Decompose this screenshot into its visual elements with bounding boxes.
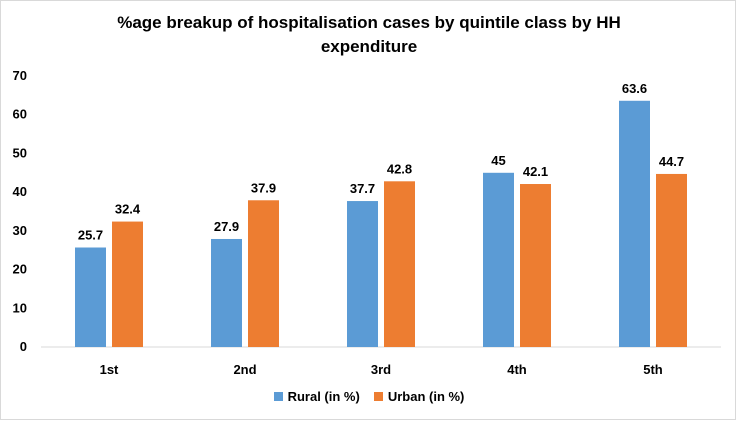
x-tick-label-5th: 5th	[643, 362, 663, 377]
chart-legend: Rural (in %) Urban (in %)	[1, 389, 736, 404]
bar-urban-2nd	[248, 200, 279, 347]
legend-label-urban: Urban (in %)	[387, 389, 465, 404]
legend-item-rural: Rural (in %)	[273, 389, 360, 404]
legend-swatch-rural	[273, 392, 283, 401]
bar-rural-4th	[483, 172, 514, 347]
data-label-urban-1st: 32.4	[115, 202, 141, 217]
chart-title: %age breakup of hospitalisation cases by…	[1, 11, 736, 59]
y-tick-label-10: 10	[13, 300, 27, 315]
y-tick-label-0: 0	[20, 339, 27, 354]
chart-title-line-1: %age breakup of hospitalisation cases by…	[117, 13, 621, 32]
x-tick-label-3rd: 3rd	[371, 362, 391, 377]
y-tick-label-70: 70	[13, 68, 27, 83]
bar-rural-5th	[619, 100, 650, 347]
y-tick-label-50: 50	[13, 145, 27, 160]
y-tick-label-30: 30	[13, 223, 27, 238]
data-label-rural-3rd: 37.7	[350, 181, 375, 196]
data-label-rural-5th: 63.6	[622, 81, 647, 96]
y-tick-label-40: 40	[13, 184, 27, 199]
data-label-urban-4th: 42.1	[523, 164, 548, 179]
x-tick-label-4th: 4th	[507, 362, 527, 377]
bar-rural-3rd	[347, 201, 378, 347]
data-label-urban-3rd: 42.8	[387, 161, 412, 176]
bar-rural-1st	[75, 247, 106, 347]
data-label-rural-1st: 25.7	[78, 228, 103, 243]
y-tick-label-20: 20	[13, 262, 27, 277]
data-label-rural-2nd: 27.9	[214, 219, 239, 234]
legend-swatch-urban	[373, 392, 383, 401]
bar-rural-2nd	[211, 238, 242, 347]
x-tick-label-1st: 1st	[100, 362, 119, 377]
chart-title-line-2: expenditure	[320, 37, 418, 56]
y-tick-label-60: 60	[13, 107, 27, 122]
bar-urban-4th	[520, 184, 551, 347]
x-tick-label-2nd: 2nd	[233, 362, 256, 377]
bar-urban-1st	[112, 221, 143, 347]
data-label-rural-4th: 45	[491, 153, 505, 168]
data-label-urban-5th: 44.7	[659, 154, 684, 169]
legend-label-rural: Rural (in %)	[287, 389, 360, 404]
legend-item-urban: Urban (in %)	[373, 389, 465, 404]
data-label-urban-2nd: 37.9	[251, 180, 276, 195]
bar-urban-3rd	[384, 181, 415, 347]
bar-urban-5th	[656, 173, 687, 347]
